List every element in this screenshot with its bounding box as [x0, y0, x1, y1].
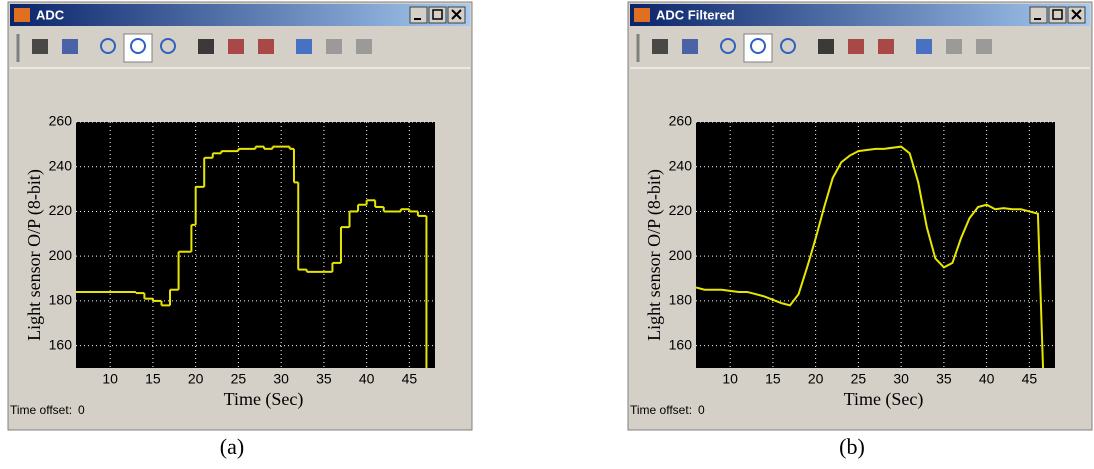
title-button[interactable] — [410, 7, 427, 23]
window-icon — [634, 8, 650, 22]
tool-icon[interactable] — [228, 39, 244, 54]
time-offset-value: 0 — [78, 403, 85, 417]
title-button[interactable] — [1030, 7, 1047, 23]
plot-area — [696, 122, 1055, 368]
y-axis-label: Light sensor O/P (8-bit) — [24, 169, 45, 341]
window-title: ADC — [36, 7, 65, 22]
y-tick-label: 200 — [669, 247, 693, 263]
x-tick-label: 45 — [1022, 371, 1038, 387]
x-tick-label: 40 — [359, 371, 375, 387]
x-tick-label: 10 — [102, 371, 118, 387]
x-tick-label: 45 — [402, 371, 418, 387]
time-offset-label: Time offset: — [630, 403, 692, 417]
x-tick-label: 35 — [936, 371, 952, 387]
tool-icon[interactable] — [818, 39, 834, 54]
x-tick-label: 20 — [808, 371, 824, 387]
y-tick-label: 180 — [669, 292, 693, 308]
tool-icon[interactable] — [652, 39, 668, 54]
tool-icon[interactable] — [198, 39, 214, 54]
tool-icon[interactable] — [296, 39, 312, 54]
x-tick-label: 35 — [316, 371, 332, 387]
plot-area — [76, 122, 435, 368]
x-tick-label: 15 — [145, 371, 161, 387]
x-tick-label: 30 — [893, 371, 909, 387]
x-axis-label: Time (Sec) — [844, 389, 924, 410]
page: {"windows": [ {"title": "ADC", "time_off… — [0, 0, 1094, 464]
caption: (b) — [839, 434, 865, 459]
tool-icon[interactable] — [682, 39, 698, 54]
tool-icon[interactable] — [258, 39, 274, 54]
title-bar — [10, 4, 470, 26]
tool-icon[interactable] — [878, 39, 894, 54]
y-tick-label: 160 — [49, 336, 73, 352]
y-tick-label: 220 — [669, 202, 693, 218]
tool-icon[interactable] — [62, 39, 78, 54]
y-tick-label: 240 — [669, 157, 693, 173]
x-tick-label: 15 — [765, 371, 781, 387]
tool-icon[interactable] — [946, 39, 962, 54]
window-icon — [14, 8, 30, 22]
x-axis-label: Time (Sec) — [224, 389, 304, 410]
y-tick-label: 180 — [49, 292, 73, 308]
time-offset-label: Time offset: — [10, 403, 72, 417]
y-tick-label: 240 — [49, 157, 73, 173]
caption: (a) — [220, 434, 244, 459]
x-tick-label: 10 — [722, 371, 738, 387]
time-offset-value: 0 — [698, 403, 705, 417]
y-tick-label: 260 — [49, 113, 73, 129]
x-tick-label: 30 — [273, 371, 289, 387]
y-tick-label: 260 — [669, 113, 693, 129]
tool-icon[interactable] — [916, 39, 932, 54]
x-tick-label: 40 — [979, 371, 995, 387]
y-axis-label: Light sensor O/P (8-bit) — [644, 169, 665, 341]
tool-icon[interactable] — [356, 39, 372, 54]
screenshot: ADC Time offset: 0 (a) ADC Filtered Time offs… — [0, 0, 1094, 464]
tool-icon[interactable] — [976, 39, 992, 54]
x-tick-label: 25 — [851, 371, 867, 387]
x-tick-label: 25 — [231, 371, 247, 387]
y-tick-label: 200 — [49, 247, 73, 263]
y-tick-label: 160 — [669, 336, 693, 352]
y-tick-label: 220 — [49, 202, 73, 218]
tool-icon[interactable] — [848, 39, 864, 54]
tool-icon[interactable] — [326, 39, 342, 54]
x-tick-label: 20 — [188, 371, 204, 387]
tool-icon[interactable] — [32, 39, 48, 54]
window-title: ADC Filtered — [656, 7, 735, 22]
